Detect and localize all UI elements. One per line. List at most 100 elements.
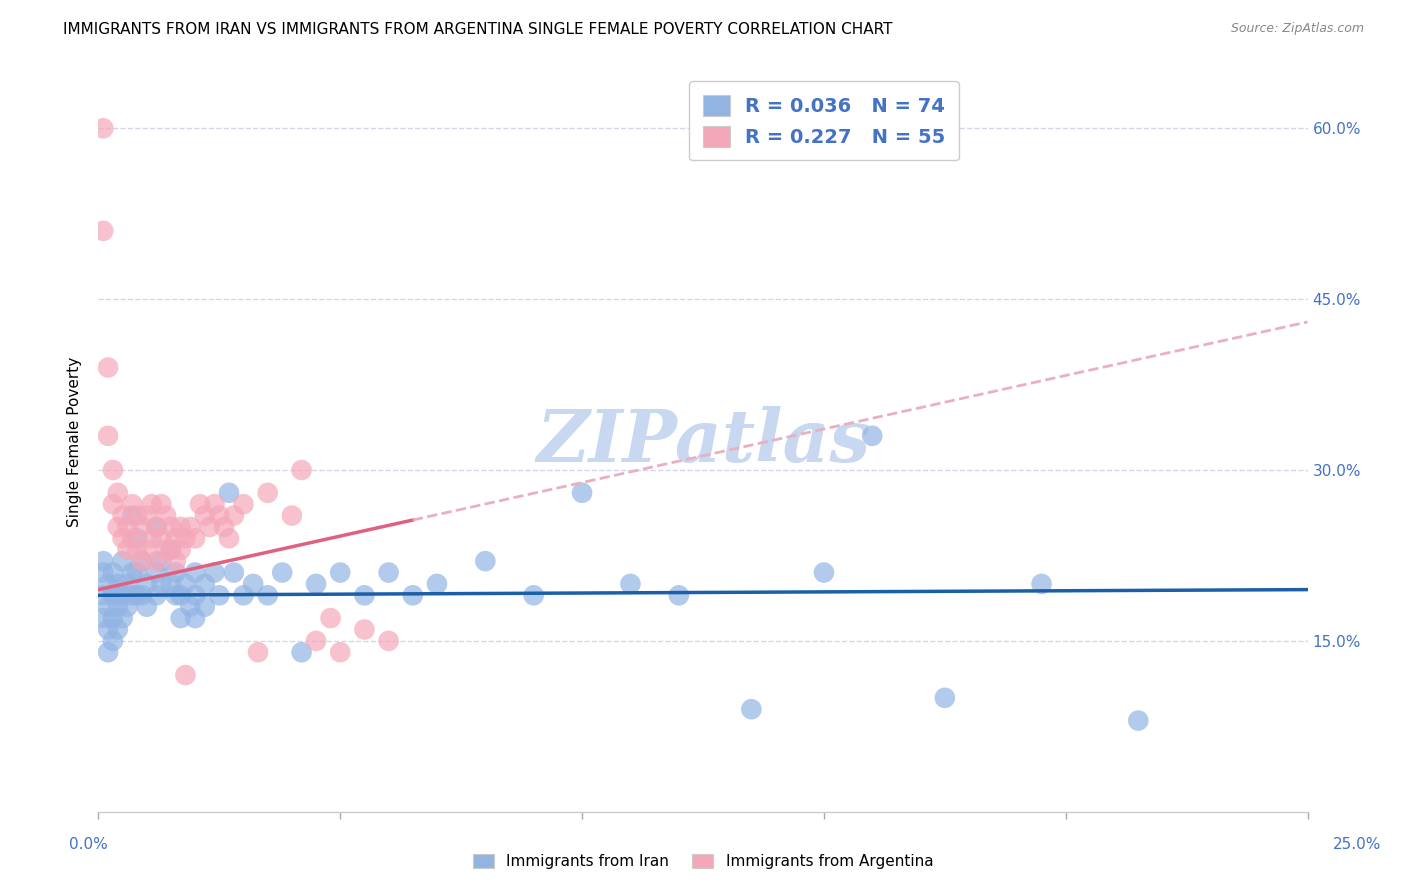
Point [121, 532, 143, 546]
Point [271, 566, 294, 580]
Point [232, 588, 254, 602]
Point [121, 497, 143, 511]
Point [135, 577, 157, 591]
Point [107, 485, 129, 500]
Point [160, 520, 183, 534]
Point [256, 588, 278, 602]
Point [571, 485, 593, 500]
Point [117, 520, 139, 534]
Point [135, 599, 157, 614]
Point [97, 429, 120, 443]
Point [179, 599, 201, 614]
Point [232, 497, 254, 511]
Point [169, 611, 191, 625]
Point [91, 554, 114, 568]
Point [165, 532, 187, 546]
Point [145, 520, 167, 534]
Point [107, 577, 129, 591]
Point [377, 566, 399, 580]
Point [247, 645, 270, 659]
Point [160, 577, 183, 591]
Point [305, 633, 328, 648]
Point [184, 588, 207, 602]
Point [121, 588, 143, 602]
Point [97, 623, 120, 637]
Point [218, 532, 240, 546]
Point [131, 554, 153, 568]
Point [135, 508, 157, 523]
Point [165, 554, 187, 568]
Point [127, 588, 149, 602]
Point [101, 497, 124, 511]
Point [150, 577, 173, 591]
Point [208, 508, 231, 523]
Point [174, 577, 197, 591]
Point [179, 520, 201, 534]
Point [141, 497, 163, 511]
Point [145, 520, 167, 534]
Point [97, 599, 120, 614]
Point [127, 532, 149, 546]
Point [131, 588, 153, 602]
Point [111, 508, 134, 523]
Point [131, 554, 153, 568]
Point [135, 542, 157, 557]
Point [111, 588, 134, 602]
Point [523, 588, 546, 602]
Point [101, 588, 124, 602]
Point [107, 520, 129, 534]
Point [290, 645, 312, 659]
Point [353, 588, 375, 602]
Point [222, 566, 245, 580]
Point [184, 532, 207, 546]
Point [194, 599, 217, 614]
Point [169, 588, 191, 602]
Point [111, 554, 134, 568]
Point [329, 645, 352, 659]
Point [150, 554, 173, 568]
Point [91, 224, 114, 238]
Point [150, 497, 173, 511]
Point [141, 532, 163, 546]
Point [91, 121, 114, 136]
Point [117, 542, 139, 557]
Point [169, 542, 191, 557]
Point [97, 645, 120, 659]
Point [174, 532, 197, 546]
Point [101, 463, 124, 477]
Point [619, 577, 641, 591]
Text: ZIPatlas: ZIPatlas [536, 406, 870, 477]
Point [150, 532, 173, 546]
Point [97, 360, 120, 375]
Point [188, 497, 211, 511]
Point [127, 566, 149, 580]
Point [242, 577, 264, 591]
Point [91, 588, 114, 602]
Point [305, 577, 328, 591]
Point [121, 566, 143, 580]
Point [290, 463, 312, 477]
Point [101, 611, 124, 625]
Point [169, 520, 191, 534]
Point [934, 690, 956, 705]
Point [160, 542, 183, 557]
Point [127, 542, 149, 557]
Point [131, 520, 153, 534]
Point [145, 566, 167, 580]
Point [218, 485, 240, 500]
Legend: R = 0.036   N = 74, R = 0.227   N = 55: R = 0.036 N = 74, R = 0.227 N = 55 [689, 81, 959, 161]
Point [117, 577, 139, 591]
Point [813, 566, 835, 580]
Point [165, 588, 187, 602]
Point [329, 566, 352, 580]
Point [184, 566, 207, 580]
Point [160, 542, 183, 557]
Point [91, 566, 114, 580]
Point [319, 611, 342, 625]
Point [860, 429, 883, 443]
Point [668, 588, 690, 602]
Point [145, 588, 167, 602]
Point [426, 577, 449, 591]
Text: 0.0%: 0.0% [69, 838, 108, 852]
Point [204, 497, 226, 511]
